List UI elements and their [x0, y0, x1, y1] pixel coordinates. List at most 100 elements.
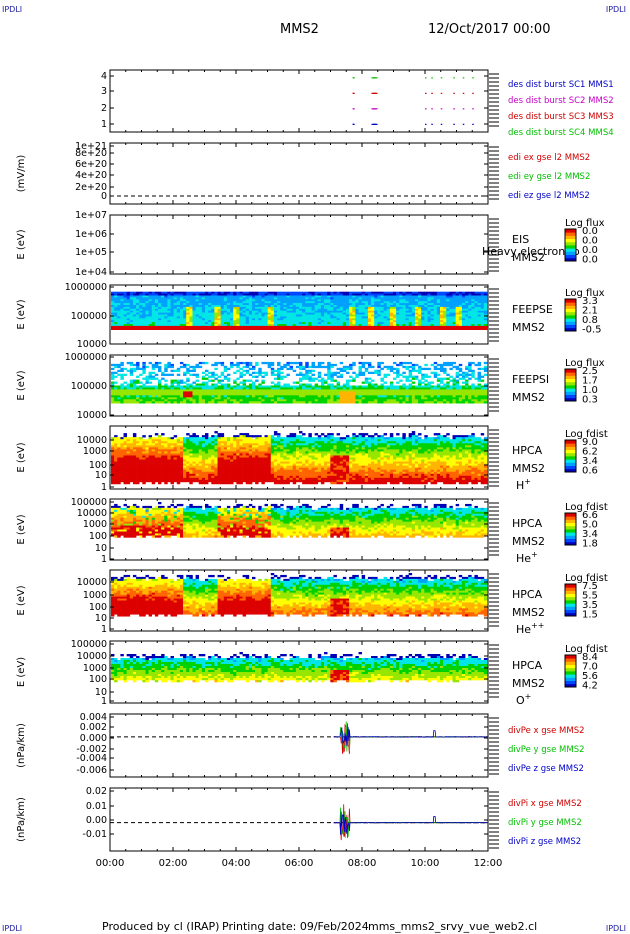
legend-entry: edi ez gse l2 MMS2 [508, 191, 590, 201]
colorbar-frame [564, 654, 577, 688]
y-tick-label: 1e+21 [75, 141, 107, 152]
y-tick-label: -0.002 [76, 744, 107, 755]
y-tick-label: 1000000 [65, 282, 107, 293]
colorbar-cell [565, 609, 576, 614]
colorbar-tick-label: 6.6 [582, 510, 598, 521]
colorbar-cell [565, 459, 576, 463]
colorbar-cell [565, 612, 576, 617]
colorbar-cell [565, 667, 576, 672]
colorbar-tick-label: 2.1 [582, 306, 598, 317]
y-tick-label: 1 [101, 482, 107, 493]
y-tick-label: 10 [95, 687, 107, 698]
y-tick-label: 100000 [71, 311, 107, 322]
colorbar-cell [565, 462, 576, 466]
burst-mark [462, 108, 465, 110]
colorbar-cell [565, 443, 576, 447]
colorbar-tick-label: 7.0 [582, 662, 598, 673]
burst-mark [440, 123, 443, 125]
burst-mark [371, 77, 375, 79]
legend-entry: divPe z gse MMS2 [508, 764, 584, 774]
instrument-label: FEEPSE [512, 303, 553, 316]
colorbar-title: Log flux [565, 288, 605, 299]
colorbar-tick-label: 0.6 [582, 466, 598, 477]
burst-mark [440, 77, 443, 79]
x-tick-label: 04:00 [222, 858, 251, 869]
y-tick-label: 3 [101, 86, 107, 97]
colorbar-title: Log fdist [565, 573, 608, 584]
y-tick-label: 0.000 [80, 733, 107, 744]
colorbar-cell [565, 525, 576, 530]
colorbar-frame [564, 368, 577, 402]
y-tick-label: 10 [95, 543, 107, 554]
y-tick-label: 1e+04 [75, 267, 107, 278]
species-label: O+ [516, 692, 531, 707]
colorbar-cell [565, 452, 576, 457]
colorbar-cell [565, 658, 576, 662]
y-axis-label: E (eV) [16, 442, 27, 472]
burst-mark [371, 123, 375, 125]
y-tick-label: 10 [95, 613, 107, 624]
colorbar-cell [565, 311, 576, 316]
legend-entry: divPi y gse MMS2 [508, 818, 582, 828]
y-tick-label: 4 [101, 71, 107, 82]
colorbar-frame [564, 583, 577, 617]
colorbar-tick-label: 1.7 [582, 376, 598, 387]
figure-title: MMS2 [280, 22, 319, 37]
colorbar-tick-label: 9.0 [582, 437, 598, 448]
colorbar-cell [565, 535, 576, 539]
burst-mark [425, 123, 427, 125]
colorbar-tick-label: 0.3 [582, 395, 598, 406]
colorbar-cell [565, 251, 576, 255]
species-label: He+ [516, 550, 538, 565]
colorbar-tick-label: 4.2 [582, 681, 598, 692]
colorbar-tick-label: 5.0 [582, 520, 598, 531]
instrument-label: HPCA [512, 659, 543, 672]
colorbar-cell [565, 590, 576, 594]
burst-mark [374, 108, 378, 110]
y-axis-label: E (eV) [16, 657, 27, 687]
colorbar-tick-label: 0.0 [582, 245, 598, 256]
y-axis-label: (nPa/km) [16, 797, 27, 842]
colorbar-cell [565, 584, 576, 588]
colorbar-tick-label: 8.4 [582, 652, 598, 663]
burst-mark [431, 123, 433, 125]
colorbar-cell [565, 516, 576, 520]
instrument-label: HPCA [512, 588, 543, 601]
burst-mark [462, 123, 465, 125]
colorbar-cell [565, 446, 576, 450]
burst-mark [374, 123, 378, 125]
legend-entry: des dist burst SC2 MMS2 [508, 96, 614, 106]
x-tick-label: 06:00 [285, 858, 314, 869]
colorbar-cell [565, 369, 576, 373]
colorbar-cell [565, 468, 576, 473]
y-axis-label: E (eV) [16, 229, 27, 259]
burst-mark [374, 77, 378, 79]
colorbar-cell [565, 385, 576, 389]
y-tick-label: 1 [101, 624, 107, 635]
y-tick-label: 10000 [77, 410, 107, 421]
colorbar-tick-label: 5.6 [582, 671, 598, 682]
colorbar-cell [565, 664, 576, 669]
colorbar-cell [565, 318, 576, 322]
burst-mark [453, 77, 455, 79]
panel-feepsi: 10000 100000 1000000 E (eV) FEEPSI MMS2 Log fl… [16, 352, 605, 421]
panel-frame [109, 787, 489, 852]
spacecraft-label: MMS2 [512, 391, 545, 404]
legend-entry: edi ex gse l2 MMS2 [508, 153, 590, 163]
panel-divpi: -0.01 0.00 0.01 0.02 (nPa/km) divPi x gse MMS… [16, 786, 582, 852]
y-tick-label: 1000 [83, 663, 107, 674]
y-axis-label: E (eV) [16, 299, 27, 329]
colorbar-cell [565, 315, 576, 319]
figure-date: 12/Oct/2017 00:00 [428, 22, 551, 37]
y-tick-label: 1 [101, 119, 107, 130]
burst-mark [425, 92, 427, 94]
burst-mark [353, 92, 355, 94]
panel-frame [109, 713, 489, 778]
colorbar-cell [565, 229, 576, 233]
burst-mark [431, 108, 433, 110]
colorbar-tick-label: 0.0 [582, 255, 598, 266]
spacecraft-label: MMS2 [512, 321, 545, 334]
